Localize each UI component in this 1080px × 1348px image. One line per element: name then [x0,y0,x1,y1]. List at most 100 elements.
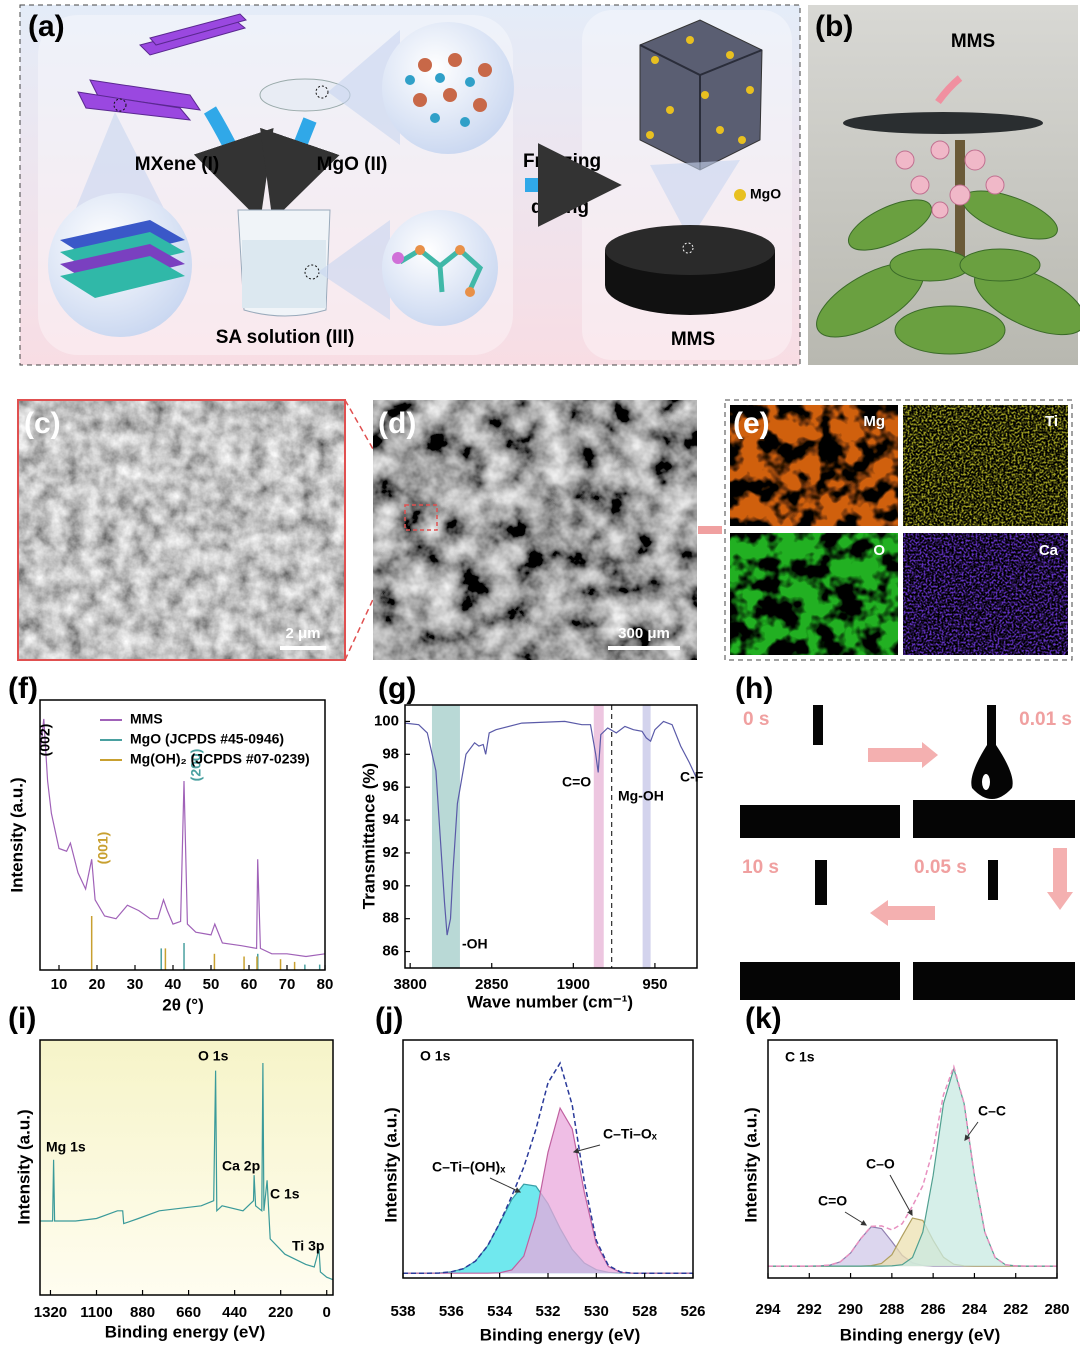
x-tick-label: 950 [642,976,667,993]
label: MMS [671,329,715,350]
x-tick-label: 284 [962,1301,988,1318]
x-axis-label: Binding energy (eV) [840,1325,1001,1344]
panel-b: MMS (b) [808,5,1080,365]
mgo-lattice [405,53,492,127]
substrate [913,800,1075,838]
annotation: C=O [562,774,591,790]
scale-label: 300 μm [618,625,670,642]
x-tick-label: 3800 [393,976,426,993]
arrow [193,106,274,221]
x-tick-label: 30 [127,976,144,993]
annotation: C 1s [270,1186,300,1202]
time-label: 0.05 s [914,857,967,878]
x-tick-label: 534 [487,1303,513,1320]
x-tick-label: 50 [203,976,220,993]
peak-label: C–Ti–(OH)ₓ [432,1159,506,1175]
annotation: Mg-OH [618,788,664,804]
y-axis-label: Intensity (a.u.) [741,1107,760,1222]
y-axis-label: Transmittance (%) [359,763,378,909]
leaves [816,190,1080,355]
annotation: Mg 1s [46,1139,86,1155]
plot-area [40,1040,333,1295]
map-o [730,533,898,655]
map-ti [903,405,1068,526]
x-tick-label: 880 [130,1304,155,1321]
x-tick-label: 40 [165,976,182,993]
x-tick-label: 60 [241,976,258,993]
panel-label: (i) [8,1002,36,1035]
x-tick-label: 286 [921,1301,946,1318]
x-tick-label: 220 [268,1304,293,1321]
legend-label: MMS [130,711,163,727]
y-tick-label: 94 [382,811,399,828]
chart: 294 292 290 288 286 284 282 280 Binding energy (… [741,1002,1069,1345]
needle [815,860,827,905]
mxene-sheets [77,13,247,121]
series-line [40,1062,334,1281]
pointer [889,1174,913,1217]
panel-c: 2 μm (c) [17,399,346,661]
needle [813,705,823,745]
substrate [740,805,900,838]
label: MgO (II) [317,154,388,175]
label: MgO [750,186,781,202]
x-tick-label: 440 [222,1304,247,1321]
time-label: 0 s [743,709,769,730]
pointer [964,1121,979,1141]
time-label: 10 s [742,857,779,878]
x-tick-label: 528 [632,1303,657,1320]
x-tick-label: 1900 [557,976,590,993]
annotation: O 1s [420,1048,451,1064]
panel-d: 300 μm (d) [373,400,697,660]
series-line [768,1064,1057,1267]
panel-label: (e) [733,407,770,440]
panel-label: (g) [378,672,416,705]
annotation: (002) [37,724,53,757]
map-ca [903,533,1068,655]
x-tick-label: 288 [879,1301,904,1318]
band [642,705,651,968]
band [593,705,604,968]
solution [242,240,326,308]
pointer [489,1177,522,1193]
zoom-bubble [382,22,514,154]
y-tick-label: 98 [382,745,399,762]
x-axis-label: Binding energy (eV) [480,1325,641,1344]
y-tick-label: 90 [382,877,399,894]
x-tick-label: 10 [51,976,68,993]
annotation: (001) [95,832,111,865]
y-axis-label: Intensity (a.u.) [381,1107,400,1222]
scale-label: 2 μm [285,625,320,642]
y-tick-label: 96 [382,778,399,795]
mms-sponge-top [605,225,775,275]
arrow [935,75,963,105]
series-line [404,720,698,936]
map-label: Ti [1045,413,1058,430]
x-tick-label: 0 [323,1304,331,1321]
peak-label: C=O [818,1193,847,1209]
panel-label: (c) [24,407,61,440]
plot-frame [767,1039,1058,1279]
x-axis-label: 2θ (°) [162,995,204,1014]
x-tick-label: 660 [176,1304,201,1321]
chart: 538 536 534 532 530 528 526 Binding energy (eV)… [375,1002,706,1345]
x-tick-label: 292 [797,1301,822,1318]
legend-label: MgO (JCPDS #45-0946) [130,731,284,747]
y-tick-label: 86 [382,943,399,960]
arrow [260,117,340,221]
time-label: 0.01 s [1019,709,1072,730]
x-tick-label: 2850 [475,976,508,993]
chart: 1320 1100 880 660 440 220 0 Binding energy (eV)… [8,1002,334,1341]
plot-frame [39,699,326,971]
label: MMS [951,31,995,52]
y-axis-label: Intensity (a.u.) [7,777,26,892]
annotation: (200) [188,749,204,782]
x-tick-label: 20 [89,976,106,993]
pointer [572,1144,601,1154]
droplet [971,745,1013,799]
label: drying [531,197,589,218]
label: Freezing [523,151,601,172]
mms-sample [843,112,1043,134]
x-tick-label: 526 [680,1303,705,1320]
